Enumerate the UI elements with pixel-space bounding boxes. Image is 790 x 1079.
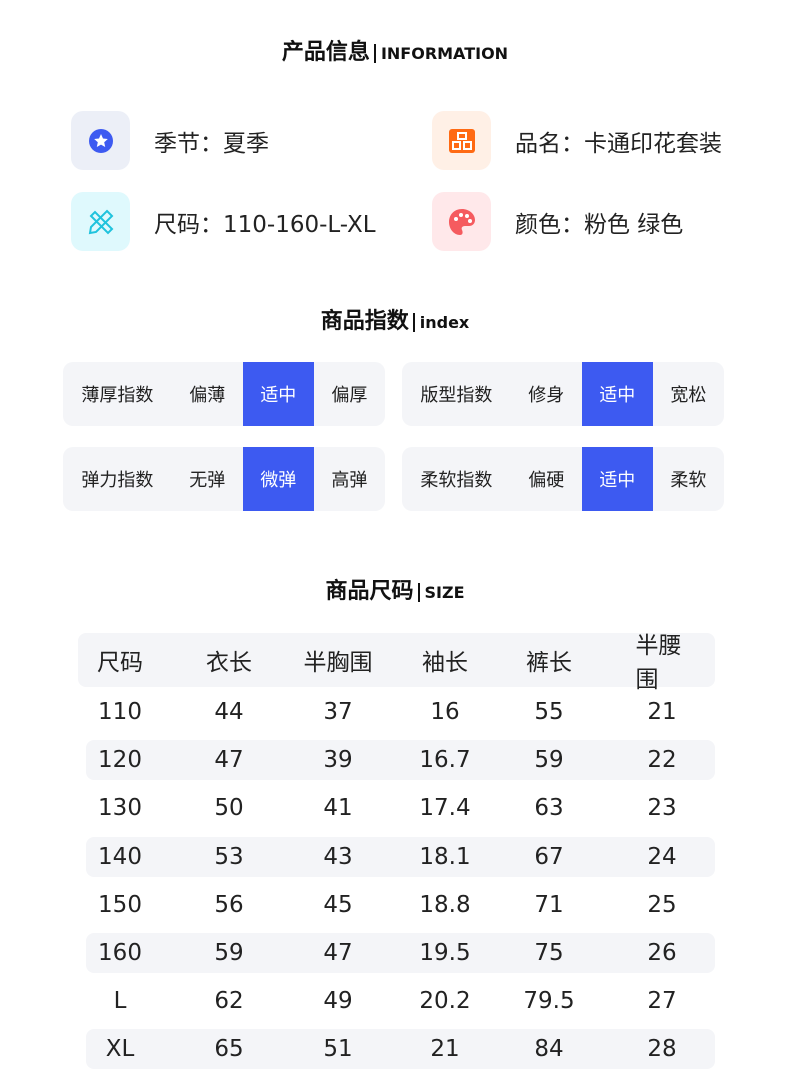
table-row: 130 50 41 17.4 63 23 bbox=[86, 788, 715, 828]
info-item: 尺码：110-160-L-XL bbox=[71, 192, 376, 251]
table-cell: 65 bbox=[214, 1036, 244, 1063]
index-option: 宽松 bbox=[670, 385, 707, 406]
table-row: 110 44 37 16 55 21 bbox=[86, 692, 715, 732]
table-cell: 49 bbox=[323, 988, 353, 1015]
table-cell: 45 bbox=[323, 891, 353, 918]
table-cell: 裤长 bbox=[526, 650, 572, 676]
table-cell: 50 bbox=[214, 795, 244, 822]
index-group: 薄厚指数 偏薄 适中 偏厚 bbox=[63, 362, 385, 426]
table-cell: 25 bbox=[647, 891, 677, 918]
index-option: 无弹 bbox=[189, 470, 226, 491]
ruler-pencil-icon bbox=[71, 192, 130, 251]
table-row: XL 65 51 21 84 28 bbox=[86, 1029, 715, 1070]
table-cell: 尺码 bbox=[97, 650, 143, 676]
product-icon bbox=[432, 111, 491, 170]
table-cell: 120 bbox=[98, 747, 142, 774]
table-cell: 18.8 bbox=[419, 891, 471, 918]
table-cell: 55 bbox=[534, 699, 564, 725]
index-group: 弹力指数 无弹 微弹 高弹 bbox=[63, 447, 385, 511]
table-cell: 18.1 bbox=[419, 843, 471, 870]
index-option: 修身 bbox=[528, 385, 565, 406]
table-row: 150 56 45 18.8 71 25 bbox=[86, 885, 715, 925]
table-cell: 16 bbox=[430, 699, 460, 725]
table-cell: 56 bbox=[214, 891, 244, 918]
index-option: 高弹 bbox=[331, 470, 368, 491]
table-cell: 67 bbox=[534, 843, 564, 870]
table-cell: 半胸围 bbox=[303, 650, 373, 676]
info-item: 品名：卡通印花套装 bbox=[432, 111, 722, 170]
index-option: 偏薄 bbox=[189, 385, 226, 406]
table-cell: 84 bbox=[534, 1036, 564, 1063]
index-option: 适中 bbox=[581, 447, 653, 511]
table-cell: XL bbox=[105, 1036, 135, 1063]
table-cell: 53 bbox=[214, 843, 244, 870]
table-cell: 59 bbox=[534, 747, 564, 774]
table-cell: 17.4 bbox=[419, 795, 471, 822]
table-cell: 22 bbox=[647, 747, 677, 774]
table-cell: 21 bbox=[647, 699, 677, 725]
table-cell: 21 bbox=[430, 1036, 460, 1063]
table-cell: 袖长 bbox=[422, 650, 468, 676]
table-row: L 62 49 20.2 79.5 27 bbox=[86, 981, 715, 1021]
table-cell: 24 bbox=[647, 843, 677, 870]
table-cell: 23 bbox=[647, 795, 677, 822]
table-cell: 28 bbox=[647, 1036, 677, 1063]
table-cell: 39 bbox=[323, 747, 353, 774]
table-cell: 79.5 bbox=[523, 988, 575, 1015]
table-cell: L bbox=[113, 988, 127, 1015]
table-cell: 半腰围 bbox=[635, 633, 682, 693]
star-icon bbox=[71, 111, 130, 170]
index-group: 柔软指数 偏硬 适中 柔软 bbox=[402, 447, 724, 511]
table-cell: 62 bbox=[214, 988, 244, 1015]
index-option: 适中 bbox=[581, 362, 653, 426]
table-row: 160 59 47 19.5 75 26 bbox=[86, 933, 715, 973]
table-cell: 140 bbox=[98, 843, 142, 870]
index-option: 适中 bbox=[242, 362, 314, 426]
index-option: 柔软 bbox=[670, 470, 707, 491]
table-cell: 150 bbox=[98, 891, 142, 918]
table-header: 尺码 衣长 半胸围 袖长 裤长 半腰围 bbox=[78, 633, 715, 693]
index-title: 商品指数 index bbox=[320, 309, 470, 334]
table-cell: 44 bbox=[214, 699, 244, 725]
table-cell: 27 bbox=[647, 988, 677, 1015]
size-title: 商品尺码 SIZE bbox=[325, 579, 465, 604]
table-row: 140 53 43 18.1 67 24 bbox=[86, 836, 715, 877]
palette-icon bbox=[432, 192, 491, 251]
info-item: 季节：夏季 bbox=[71, 111, 269, 170]
table-cell: 130 bbox=[98, 795, 142, 822]
table-cell: 71 bbox=[534, 891, 564, 918]
table-cell: 160 bbox=[98, 940, 142, 966]
info-title: 产品信息 INFORMATION bbox=[281, 40, 509, 65]
table-cell: 26 bbox=[647, 940, 677, 966]
table-cell: 51 bbox=[323, 1036, 353, 1063]
table-cell: 43 bbox=[323, 843, 353, 870]
table-cell: 37 bbox=[323, 699, 353, 725]
table-cell: 75 bbox=[534, 940, 564, 966]
table-cell: 19.5 bbox=[419, 940, 471, 966]
table-cell: 110 bbox=[98, 699, 142, 725]
table-cell: 63 bbox=[534, 795, 564, 822]
table-row: 120 47 39 16.7 59 22 bbox=[86, 740, 715, 781]
index-option: 微弹 bbox=[242, 447, 314, 511]
table-cell: 59 bbox=[214, 940, 244, 966]
table-cell: 41 bbox=[323, 795, 353, 822]
table-cell: 47 bbox=[214, 747, 244, 774]
table-cell: 衣长 bbox=[206, 650, 252, 676]
index-option: 偏厚 bbox=[331, 385, 368, 406]
index-option: 偏硬 bbox=[528, 470, 565, 491]
info-item: 颜色：粉色 绿色 bbox=[432, 192, 683, 251]
table-cell: 47 bbox=[323, 940, 353, 966]
table-cell: 20.2 bbox=[419, 988, 471, 1015]
index-group: 版型指数 修身 适中 宽松 bbox=[402, 362, 724, 426]
table-cell: 16.7 bbox=[419, 747, 471, 774]
